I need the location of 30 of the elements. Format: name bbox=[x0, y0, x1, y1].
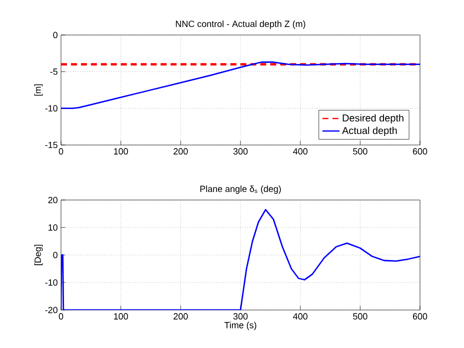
x-axis-title: Time (s) bbox=[224, 322, 256, 330]
x-tick-label: 400 bbox=[293, 313, 308, 320]
legend-label: Desired depth bbox=[342, 114, 404, 124]
y-tick-label: 0 bbox=[53, 32, 58, 38]
y-tick-label: 0 bbox=[53, 252, 58, 258]
y-tick-label: -10 bbox=[45, 279, 58, 286]
y-tick-label: 10 bbox=[48, 224, 58, 231]
x-tick-label: 400 bbox=[293, 148, 308, 155]
x-tick-label: 600 bbox=[412, 313, 428, 320]
x-tick-label: 600 bbox=[412, 148, 428, 155]
y-tick-label: -20 bbox=[45, 306, 58, 314]
legend-label: Actual depth bbox=[342, 126, 397, 136]
y-tick-label: -5 bbox=[50, 68, 58, 75]
x-tick-label: 0 bbox=[58, 313, 64, 320]
x-tick-label: 500 bbox=[353, 148, 368, 155]
x-tick-label: 300 bbox=[233, 313, 248, 320]
y-axis-title: [Deg] bbox=[34, 244, 43, 266]
x-tick-label: 200 bbox=[174, 148, 188, 155]
y-tick-label: 20 bbox=[48, 196, 58, 204]
x-tick-label: 200 bbox=[174, 313, 188, 320]
y-tick-label: -15 bbox=[45, 142, 58, 148]
chart-title: Plane angle δ$_{s}$ (deg) bbox=[200, 185, 281, 194]
x-tick-label: 0 bbox=[58, 148, 64, 155]
y-tick-label: -10 bbox=[45, 105, 58, 112]
x-tick-label: 100 bbox=[114, 148, 128, 155]
x-tick-label: 500 bbox=[353, 313, 368, 320]
chart-title: NNC control - Actual depth Z (m) bbox=[176, 20, 306, 29]
y-axis-title: [m] bbox=[34, 84, 43, 96]
x-tick-label: 100 bbox=[114, 313, 128, 320]
x-tick-label: 300 bbox=[233, 148, 248, 155]
